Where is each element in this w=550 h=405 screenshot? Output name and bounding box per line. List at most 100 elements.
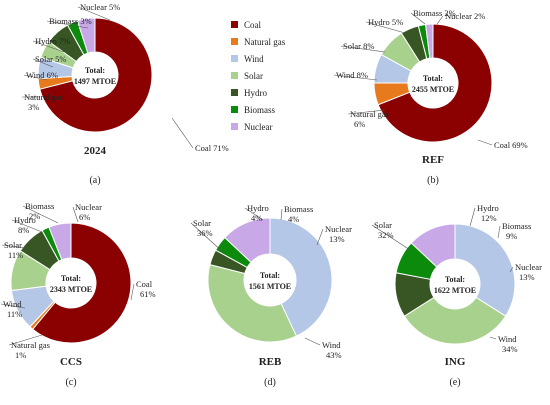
- panel-name-ref: REF: [422, 154, 444, 166]
- slice-pct-ccs-hydro: 8%: [18, 225, 29, 235]
- slice-ing-solar: [403, 296, 507, 345]
- legend-swatch-biomass: [231, 106, 238, 113]
- slice-label-ing-nuclear: Nuclear: [515, 262, 542, 272]
- slice-label-ing-hydro: Hydro: [477, 203, 499, 213]
- slice-ccs-nuclear: [48, 222, 72, 261]
- slice-label-ref-hydro: Hydro 5%: [368, 17, 403, 27]
- slice-pct-ccs-nuclear: 6%: [79, 212, 90, 222]
- slice-label-ing-solar: Solar: [374, 220, 392, 230]
- slice-label-ccs-solar: Solar: [4, 240, 22, 250]
- leader-line-2024-biomass: [46, 20, 89, 29]
- slice-label-ccs-hydro: Hydro: [14, 215, 36, 225]
- legend-label-natural-gas: Natural gas: [244, 37, 286, 47]
- panel-tag-ing: (e): [449, 377, 460, 388]
- slice-pct-reb-wind: 43%: [326, 350, 342, 360]
- center-total-value-2024: 1497 MTOE: [74, 77, 116, 86]
- center-total-title-ref: Total:: [423, 74, 443, 83]
- panel-tag-ccs: (c): [65, 377, 76, 388]
- panel-tag-reb: (d): [264, 377, 276, 388]
- slice-pct-reb-solar: 36%: [197, 228, 213, 238]
- leader-line-reb-solar: [190, 222, 225, 254]
- slice-label-ing-biomass: Biomass: [502, 221, 531, 231]
- center-total-value-reb: 1561 MTOE: [249, 282, 291, 291]
- slice-2024-coal: [39, 17, 153, 133]
- center-total-value-ing: 1622 MTOE: [434, 286, 476, 295]
- legend-swatch-hydro: [231, 89, 238, 96]
- slice-pct-ccs-wind: 11%: [7, 309, 22, 319]
- leader-line-reb-biomass: [280, 208, 283, 221]
- legend-swatch-wind: [231, 55, 238, 62]
- slice-label-reb-solar: Solar: [193, 218, 211, 228]
- slice-label-ccs-coal: Coal: [136, 279, 153, 289]
- legend-label-coal: Coal: [244, 20, 261, 30]
- slice-pct-ref-natural-gas: 6%: [354, 119, 365, 129]
- slice-label-2024-natural-gas: Natural gas: [24, 92, 63, 102]
- panel-name-ing: ING: [445, 356, 466, 368]
- leader-line-2024-wind: [23, 74, 48, 81]
- slice-label-reb-hydro: Hydro: [247, 203, 269, 213]
- slice-label-reb-wind: Wind: [322, 340, 341, 350]
- slice-pct-ccs-biomass: 2%: [29, 211, 40, 221]
- leader-line-2024-coal: [171, 117, 194, 149]
- slice-pct-ccs-coal: 61%: [140, 289, 156, 299]
- legend-label-hydro: Hydro: [244, 88, 267, 98]
- slice-label-ref-coal: Coal 69%: [494, 140, 528, 150]
- leader-line-ccs-hydro: [11, 219, 43, 233]
- slice-pct-ccs-solar: 11%: [8, 250, 23, 260]
- donut-chart-reb: Wind43%Solar36%Hydro4%Biomass4%Nuclear13…: [190, 203, 352, 388]
- leader-line-ing-wind: [489, 336, 497, 340]
- legend-swatch-solar: [231, 72, 238, 79]
- leader-line-2024-solar: [32, 58, 54, 68]
- panel-name-ccs: CCS: [60, 356, 82, 368]
- center-total-title-reb: Total:: [260, 271, 280, 280]
- leader-line-ref-natural-gas: [347, 109, 386, 115]
- legend-label-wind: Wind: [244, 54, 264, 64]
- center-total-title-ccs: Total:: [61, 274, 81, 283]
- slice-label-2024-hydro: Hydro 7%: [35, 36, 70, 46]
- center-total-title-2024: Total:: [85, 66, 105, 75]
- slice-ing-wind: [454, 223, 516, 317]
- legend-label-solar: Solar: [244, 71, 263, 81]
- slice-reb-solar: [207, 263, 298, 343]
- leader-line-ccs-coal: [130, 283, 135, 301]
- slice-label-reb-nuclear: Nuclear: [325, 224, 352, 234]
- slice-pct-2024-natural-gas: 3%: [28, 102, 39, 112]
- slice-pct-ing-biomass: 9%: [506, 231, 517, 241]
- slice-label-2024-nuclear: Nuclear 5%: [80, 2, 120, 12]
- slice-pct-reb-nuclear: 13%: [329, 234, 345, 244]
- slice-label-ref-natural-gas: Natural gas: [350, 109, 389, 119]
- slice-label-ccs-natural-gas: Natural gas: [11, 340, 50, 350]
- slice-pct-ing-wind: 34%: [502, 344, 518, 354]
- leader-line-ccs-natural-gas: [8, 334, 43, 346]
- leader-line-ing-solar: [371, 224, 411, 251]
- leader-line-ref-biomass: [410, 12, 426, 25]
- slice-label-2024-biomass: Biomass 3%: [49, 16, 92, 26]
- panel-name-2024: 2024: [84, 145, 107, 157]
- slice-pct-reb-hydro: 4%: [251, 213, 262, 223]
- slice-label-ref-biomass: Biomass 2%: [413, 8, 456, 18]
- leader-line-2024-hydro: [32, 40, 65, 53]
- slice-ref-nuclear: [425, 23, 434, 59]
- leader-line-ref-nuclear: [436, 15, 444, 25]
- slice-label-2024-wind: Wind 6%: [26, 70, 58, 80]
- slice-pct-ing-nuclear: 13%: [519, 272, 535, 282]
- slice-label-ref-wind: Wind 8%: [336, 70, 368, 80]
- slice-label-ccs-wind: Wind: [3, 299, 22, 309]
- slice-reb-wind: [269, 217, 333, 337]
- leader-line-ing-hydro: [469, 207, 476, 227]
- legend-label-biomass: Biomass: [244, 105, 276, 115]
- center-total-value-ccs: 2343 MTOE: [50, 285, 92, 294]
- slice-pct-ing-hydro: 12%: [481, 213, 497, 223]
- leader-line-ref-wind: [333, 74, 378, 81]
- legend: Coal Natural gas Wind Solar Hydro Biomass Nucl…: [231, 20, 286, 132]
- slice-label-2024-solar: Solar 5%: [35, 54, 66, 64]
- slice-pct-ing-solar: 32%: [378, 230, 394, 240]
- slice-label-ccs-nuclear: Nuclear: [75, 202, 102, 212]
- leader-line-ccs-biomass: [22, 205, 59, 224]
- panel-tag-2024: (a): [89, 175, 100, 186]
- slice-label-ing-wind: Wind: [498, 334, 517, 344]
- slice-label-reb-biomass: Biomass: [284, 204, 313, 214]
